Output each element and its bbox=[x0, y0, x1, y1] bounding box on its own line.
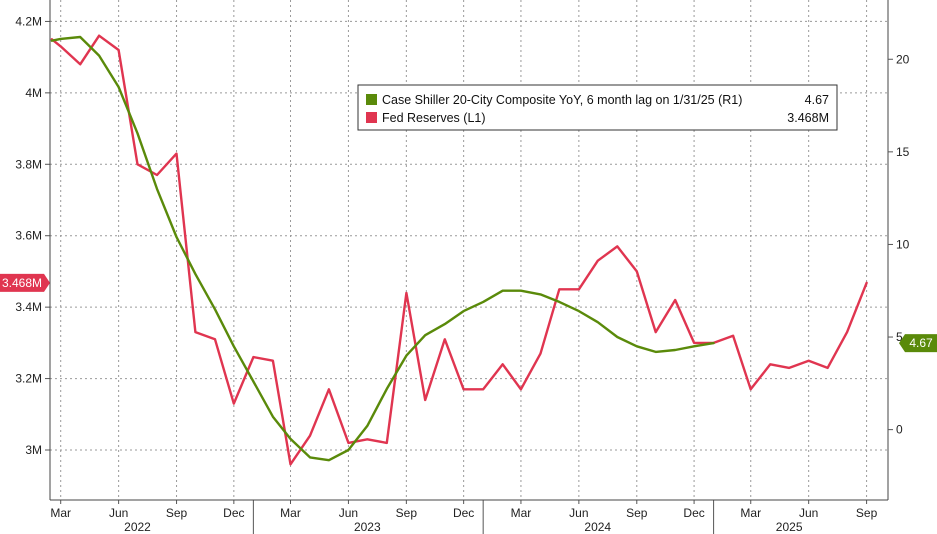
x-axis-year-label: 2022 bbox=[124, 520, 151, 534]
left-current-value-label: 3.468M bbox=[2, 276, 42, 290]
fed-reserves-series-line bbox=[50, 34, 868, 466]
x-axis-month-label: Sep bbox=[166, 506, 188, 520]
x-axis-year-label: 2023 bbox=[354, 520, 381, 534]
legend: Case Shiller 20-City Composite YoY, 6 mo… bbox=[357, 84, 838, 131]
legend-label: Case Shiller 20-City Composite YoY, 6 mo… bbox=[382, 93, 742, 107]
left-axis-tick-label: 3M bbox=[25, 443, 42, 457]
left-badge-pointer bbox=[44, 273, 50, 292]
legend-swatch bbox=[366, 112, 377, 123]
x-axis-year-label: 2024 bbox=[584, 520, 611, 534]
left-axis-tick-label: 4M bbox=[25, 86, 42, 100]
legend-swatch bbox=[366, 94, 377, 105]
grid-lines bbox=[50, 0, 888, 500]
series-lines bbox=[50, 34, 868, 466]
value-badges: 3.468M 4.67 bbox=[0, 273, 937, 353]
x-axis-month-label: Sep bbox=[856, 506, 878, 520]
legend-box bbox=[357, 84, 838, 131]
right-axis-tick-label: 15 bbox=[896, 145, 910, 159]
case-shiller-series-line bbox=[50, 35, 715, 462]
left-axis-tick-label: 3.6M bbox=[15, 229, 42, 243]
x-axis-month-label: Mar bbox=[50, 506, 71, 520]
x-axis-month-label: Mar bbox=[740, 506, 761, 520]
x-axis-year-label: 2025 bbox=[776, 520, 803, 534]
x-axis-month-label: Jun bbox=[799, 506, 818, 520]
x-axis-month-label: Jun bbox=[339, 506, 358, 520]
legend-value: 3.468M bbox=[787, 111, 829, 125]
right-axis-tick-label: 0 bbox=[896, 423, 903, 437]
right-axis-tick-label: 10 bbox=[896, 237, 910, 251]
right-current-value-badge bbox=[905, 334, 937, 353]
legend-label: Fed Reserves (L1) bbox=[382, 111, 486, 125]
left-current-value-badge bbox=[0, 273, 44, 292]
left-axis-tick-label: 3.8M bbox=[15, 157, 42, 171]
x-axis-month-label: Jun bbox=[569, 506, 588, 520]
x-axis-month-label: Dec bbox=[453, 506, 474, 520]
legend-value: 4.67 bbox=[805, 93, 829, 107]
left-axis-tick-label: 3.4M bbox=[15, 300, 42, 314]
x-axis-month-label: Mar bbox=[280, 506, 301, 520]
x-axis-month-label: Sep bbox=[626, 506, 648, 520]
right-axis-tick-label: 5 bbox=[896, 330, 903, 344]
x-axis-month-label: Jun bbox=[109, 506, 128, 520]
x-axis-month-label: Dec bbox=[683, 506, 704, 520]
right-current-value-label: 4.67 bbox=[909, 336, 933, 350]
right-axis-tick-label: 20 bbox=[896, 52, 910, 66]
right-badge-pointer bbox=[899, 334, 905, 353]
axes: 3M 3.2M 3.4M 3.6M 3.8M 4M 4.2M Mar Jun Sep Dec Mar J… bbox=[15, 0, 910, 534]
left-axis-tick-label: 4.2M bbox=[15, 14, 42, 28]
x-axis-month-label: Sep bbox=[396, 506, 418, 520]
x-axis-month-label: Mar bbox=[511, 506, 532, 520]
x-axis-month-label: Dec bbox=[223, 506, 244, 520]
left-axis-tick-label: 3.2M bbox=[15, 372, 42, 386]
